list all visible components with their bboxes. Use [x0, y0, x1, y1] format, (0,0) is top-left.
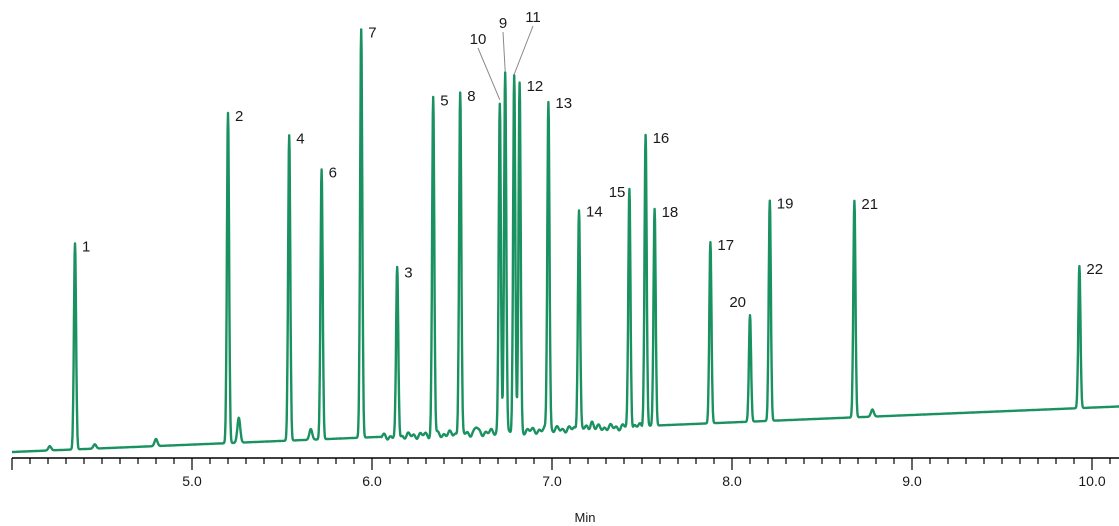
peak-leader-line	[502, 31, 506, 72]
peak-label: 16	[653, 130, 670, 147]
x-axis: 5.0 6.0 7.0 8.0 9.0 10.0	[11, 457, 1119, 489]
peak-label: 3	[404, 264, 412, 281]
peak-label: 21	[861, 196, 878, 213]
peak-label: 19	[777, 196, 794, 213]
peak-label: 9	[499, 15, 507, 32]
chromatogram-trace	[11, 28, 1119, 454]
peak-label: 17	[717, 237, 734, 254]
peak-label: 2	[235, 108, 243, 125]
x-tick-label: 9.0	[902, 473, 922, 489]
peak-label: 18	[662, 204, 679, 221]
peak-label: 8	[467, 88, 475, 105]
peak-label: 4	[296, 130, 304, 147]
peak-label: 11	[525, 9, 541, 26]
x-tick-label: 10.0	[1078, 473, 1105, 489]
peak-leader-line	[477, 47, 501, 100]
peak-label: 22	[1086, 261, 1103, 278]
x-tick-label: 5.0	[182, 473, 202, 489]
x-tick-label: 6.0	[362, 473, 382, 489]
peak-label: 6	[329, 164, 337, 181]
x-tick-label: 8.0	[722, 473, 742, 489]
peak-label: 7	[368, 24, 376, 41]
peak-label: 10	[470, 31, 487, 48]
peak-label: 14	[586, 204, 603, 221]
x-axis-title: Min	[575, 510, 596, 525]
peak-label: 5	[440, 92, 448, 109]
peak-label: 1	[82, 239, 90, 256]
x-tick-label: 7.0	[542, 473, 562, 489]
peak-label: 20	[729, 294, 746, 311]
peak-label: 12	[527, 78, 544, 95]
peak-leader-line	[513, 25, 534, 75]
peak-label: 13	[555, 95, 572, 112]
peak-label: 15	[609, 184, 626, 201]
